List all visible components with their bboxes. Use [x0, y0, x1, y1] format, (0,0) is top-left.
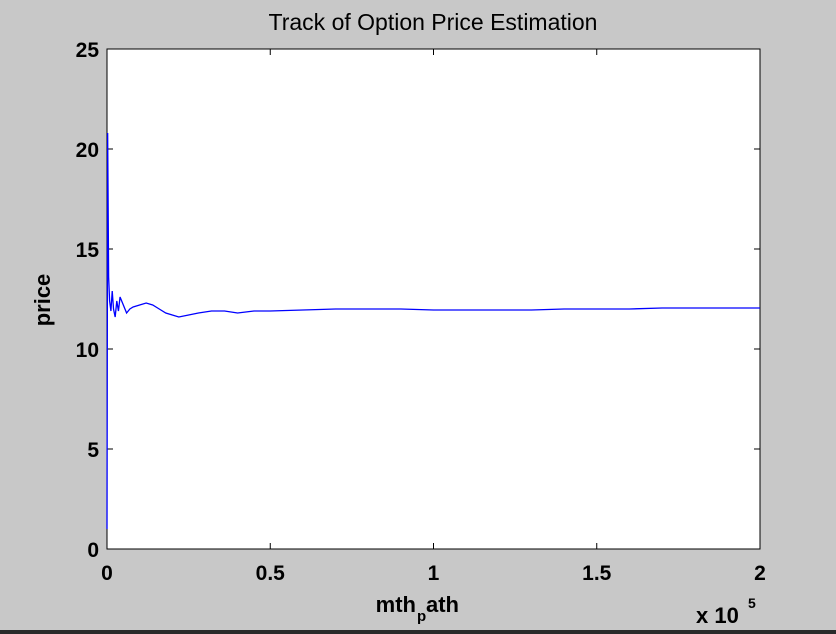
- x-axis-label-part-1: mth: [376, 592, 416, 617]
- x-tick-label: 0: [101, 562, 113, 585]
- tick-marks: [106, 48, 761, 550]
- y-tick-label: 20: [76, 139, 99, 162]
- price-series-line: [106, 132, 760, 530]
- x-multiplier-base: x 10: [696, 603, 739, 628]
- x-axis-label-part-2: ath: [426, 592, 459, 617]
- x-tick-label: 0.5: [256, 562, 286, 585]
- y-tick-label: 5: [87, 439, 99, 462]
- x-tick-label: 2: [754, 562, 766, 585]
- x-axis-label-subscript: p: [417, 608, 426, 625]
- y-axis-label: price: [30, 274, 55, 327]
- window-bottom-edge: [0, 630, 836, 634]
- y-tick-label: 10: [76, 339, 99, 362]
- y-tick-label: 25: [76, 39, 100, 62]
- y-tick-labels: 0 5 10 15 20 25: [76, 39, 100, 562]
- x-tick-label: 1: [428, 562, 440, 585]
- chart-title: Track of Option Price Estimation: [269, 9, 598, 35]
- x-tick-labels: 0 0.5 1 1.5 2: [101, 562, 766, 585]
- plot-area: [106, 48, 761, 550]
- y-tick-label: 0: [87, 539, 99, 562]
- y-tick-label: 15: [76, 239, 100, 262]
- x-multiplier-exponent: 5: [748, 595, 756, 611]
- x-tick-label: 1.5: [582, 562, 612, 585]
- x-axis-label: mth p ath: [376, 592, 459, 625]
- x-multiplier: x 10 5: [696, 595, 756, 628]
